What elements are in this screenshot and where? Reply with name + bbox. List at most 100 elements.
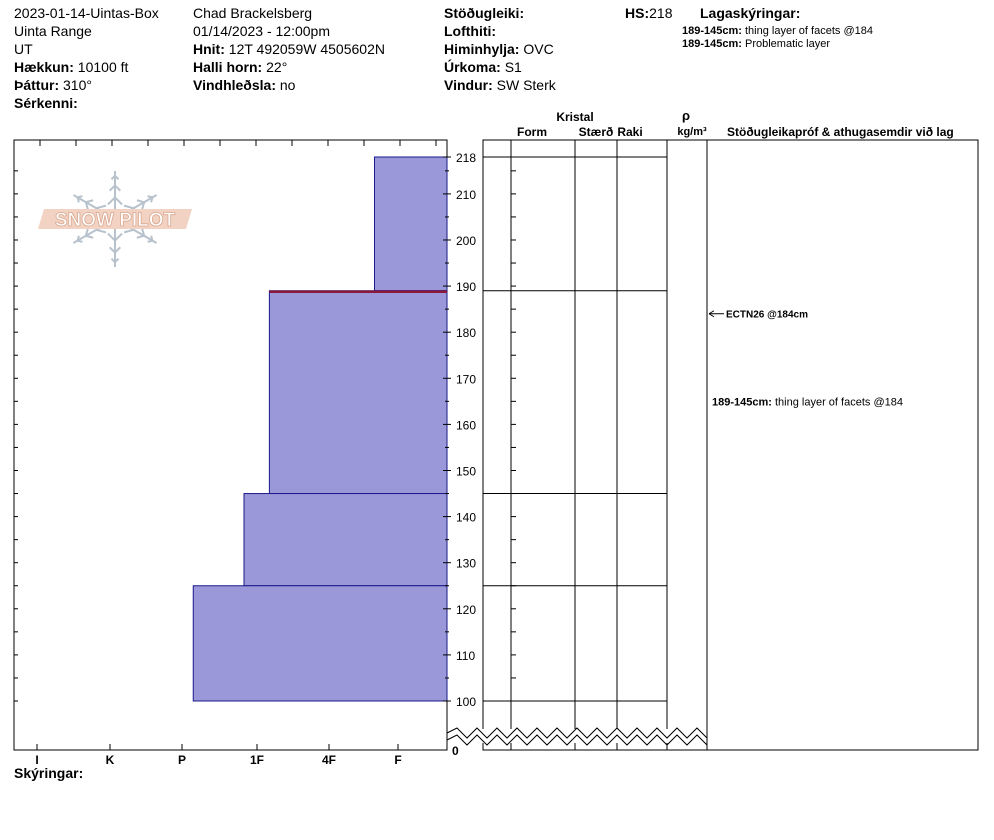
crystal-form-label: Form — [517, 125, 547, 139]
hardness-tick-label: F — [394, 753, 401, 767]
layer-note-range: 189-145cm: — [682, 38, 742, 50]
observation-datetime: 01/14/2023 - 12:00pm — [193, 23, 330, 39]
elevation-row: Hækkun: 10100 ft — [14, 58, 159, 76]
hardness-axis: I K P 1F 4F F — [35, 744, 402, 767]
elevation-label: Hækkun: — [14, 59, 74, 75]
flake-branch — [136, 199, 145, 204]
axis-break-line — [446, 727, 708, 739]
hardness-tick-label: 4F — [322, 753, 336, 767]
flake-branch — [108, 184, 116, 192]
hardness-layer — [374, 156, 448, 292]
aspect-value: 310° — [63, 77, 92, 93]
logo-banner — [38, 209, 192, 229]
aspect-label: Þáttur: — [14, 77, 60, 93]
flake-branch — [114, 246, 122, 254]
tests-title: Stöðugleikapróf & athugasemdir við lag — [727, 125, 954, 139]
flake-branch — [84, 228, 89, 237]
crystal-size-label: Stærð — [579, 125, 614, 139]
coords-label: Hnit: — [193, 41, 225, 57]
sky-label: Himinhylja: — [444, 41, 520, 57]
stability-label: Stöðugleiki: — [444, 5, 525, 21]
layer-notes: 189-145cm: thing layer of facets @184 18… — [682, 25, 873, 51]
layer-note: 189-145cm: thing layer of facets @184 — [682, 25, 873, 38]
hs-value: 218 — [649, 5, 673, 21]
header-col2: Chad Brackelsberg 01/14/2023 - 12:00pm H… — [193, 4, 385, 94]
flake-branch — [96, 228, 107, 234]
flake-branch — [77, 195, 83, 199]
depth-tick-label: 160 — [456, 418, 476, 432]
pit-name: 2023-01-14-Uintas-Box — [14, 5, 159, 21]
hardness-tick-label: K — [106, 753, 115, 767]
wind-value: SW Sterk — [496, 77, 556, 93]
test-arrow-head — [708, 310, 715, 318]
layer-notes-title: Lagaskýringar: — [700, 5, 801, 21]
state-name: UT — [14, 41, 33, 57]
hardness-layers — [192, 156, 448, 702]
hardness-tick-label: 1F — [250, 753, 264, 767]
coords-value: 12T 492059W 4505602N — [228, 41, 385, 57]
flake-branch — [110, 257, 116, 263]
crystal-table-header: Kristal Form Stærð Raki ρ kg/m³ Stöðugle… — [517, 108, 954, 139]
depth-tick-label: 180 — [456, 326, 476, 340]
flake-branch — [150, 197, 154, 203]
hardness-top-ticks — [14, 140, 437, 702]
notes-label: Sérkenni: — [14, 95, 78, 111]
depth-tick-label: 140 — [456, 511, 476, 525]
wind-loading-value: no — [279, 77, 296, 93]
flake-branch — [114, 196, 123, 206]
flake-branch — [84, 201, 89, 210]
depth-tick-label: 110 — [456, 649, 475, 663]
layer-note-text: thing layer of facets @184 — [745, 25, 873, 37]
depth-axis: 100 110 120 130 140 150 160 170 180 190 200 210 218 — [443, 151, 476, 709]
slope-row: Halli horn: 22° — [193, 58, 385, 76]
flake-branch — [114, 184, 122, 192]
flake-branch — [110, 175, 116, 181]
logo-text: SNOW PILOT — [55, 210, 176, 231]
hs-label: HS: — [625, 5, 650, 21]
hardness-layer — [192, 585, 448, 702]
depth-tick-label: 210 — [456, 188, 476, 202]
flake-branch — [107, 196, 116, 206]
depth-tick-label: 120 — [456, 603, 476, 617]
depth-tick-label: 130 — [456, 557, 476, 571]
hardness-tick-label: I — [35, 753, 38, 767]
density-symbol: ρ — [682, 108, 690, 123]
flake-branch — [141, 201, 146, 210]
hs-row: HS:218 — [625, 4, 672, 22]
wind-loading-row: Vindhleðsla: no — [193, 76, 385, 94]
precip-row: Úrkoma: S1 — [444, 58, 556, 76]
sky-row: Himinhylja: OVC — [444, 40, 556, 58]
wind-loading-label: Vindhleðsla: — [193, 77, 276, 93]
header-col3: Stöðugleiki: Lofthiti: Himinhylja: OVC Ú… — [444, 4, 556, 94]
precip-value: S1 — [504, 59, 522, 75]
hardness-layer — [268, 290, 448, 495]
crystal-table — [446, 139, 979, 751]
axis-break-mask — [448, 729, 706, 743]
table-frame — [482, 139, 979, 751]
sky-value: OVC — [523, 41, 554, 57]
layer-note: 189-145cm: Problematic layer — [682, 38, 873, 51]
aspect-row: Þáttur: 310° — [14, 76, 159, 94]
depth-tick-label: 190 — [456, 280, 476, 294]
flake-branch — [114, 175, 120, 181]
hardness-tick-label: P — [178, 753, 186, 767]
stability-tests: ECTN26 @184cm 189-145cm: thing layer of f… — [708, 310, 903, 408]
flake-branch — [85, 199, 94, 204]
elevation-value: 10100 ft — [77, 59, 129, 75]
snowpilot-logo: SNOW PILOT — [38, 171, 192, 267]
precip-label: Úrkoma: — [444, 59, 501, 75]
header-col1: 2023-01-14-Uintas-Box Uinta Range UT Hæk… — [14, 4, 159, 112]
wind-label: Vindur: — [444, 77, 493, 93]
layer-comment-text: thing layer of facets @184 — [775, 396, 903, 408]
flake-branch — [141, 228, 146, 237]
crystal-group-label: Kristal — [556, 110, 593, 124]
depth-zero-label: 0 — [452, 744, 459, 758]
flake-branch — [147, 239, 153, 243]
flake-branch — [114, 232, 123, 242]
flake-branch — [123, 228, 134, 234]
flake-branch — [136, 234, 145, 239]
layer-comment-range: 189-145cm: — [712, 396, 775, 408]
flake-branch — [108, 246, 116, 254]
flake-branch — [76, 235, 80, 241]
